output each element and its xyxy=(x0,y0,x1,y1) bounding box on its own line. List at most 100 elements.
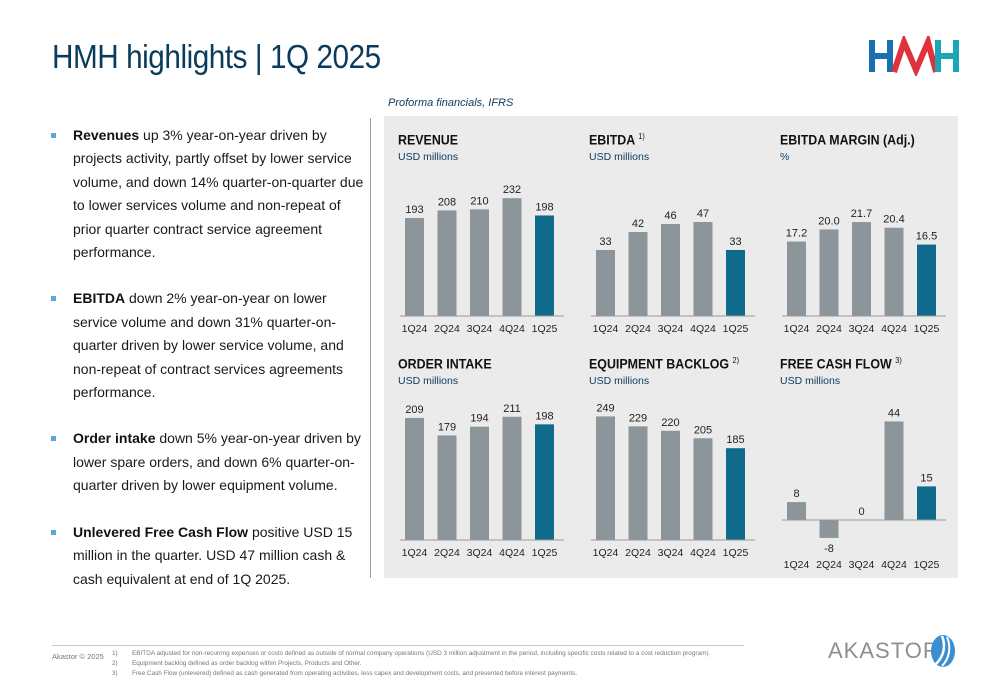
bar-2q24 xyxy=(819,229,839,316)
footnotes: 1) EBITDA adjusted for non-recurring expe… xyxy=(112,649,710,679)
bar-2q24 xyxy=(437,210,457,316)
data-label: 0 xyxy=(858,506,864,518)
tick-label: 4Q24 xyxy=(690,547,716,559)
bullet-free-cash-flow: Unlevered Free Cash Flow positive USD 15… xyxy=(48,521,368,591)
bullet-text: positive USD 15 million in the quarter. … xyxy=(73,523,353,587)
tick-label: 4Q24 xyxy=(499,547,525,559)
bar-3q24 xyxy=(852,222,871,316)
data-label: 185 xyxy=(726,434,744,446)
data-label: 193 xyxy=(405,204,423,216)
data-label: 20.4 xyxy=(883,214,904,226)
data-label: 42 xyxy=(632,218,644,230)
data-label: 220 xyxy=(661,417,679,429)
bar-1q24 xyxy=(787,502,806,520)
chart-title: REVENUE xyxy=(398,132,459,148)
bar-1q24 xyxy=(596,250,615,316)
data-label: 211 xyxy=(503,403,521,415)
footnote: 3) Free Cash Flow (unlevered) defined as … xyxy=(112,670,578,677)
chart-plot: 249 1Q24 229 2Q24 220 3Q24 205 4Q24 185 1Q25 xyxy=(591,402,755,559)
footnote: 2) Equipment backlog defined as order bac… xyxy=(112,660,362,667)
data-label: 194 xyxy=(470,413,488,425)
bullet-lead: Revenues xyxy=(73,127,140,143)
data-label: 15 xyxy=(920,472,932,484)
chart-unit: USD millions xyxy=(780,375,841,387)
tick-label: 3Q24 xyxy=(849,559,875,571)
bullet-lead: Unlevered Free Cash Flow xyxy=(73,523,249,540)
footer-divider xyxy=(52,645,744,646)
akastor-mark-icon xyxy=(931,635,955,667)
bar-3q24 xyxy=(470,426,489,540)
chart-unit: USD millions xyxy=(589,151,650,163)
data-label: 44 xyxy=(888,407,900,419)
bar-1q25 xyxy=(535,424,554,540)
data-label: -8 xyxy=(824,543,834,555)
highlights-list: Revenues up 3% year-on-year driven by pr… xyxy=(48,124,368,614)
page-title: HMH highlights | 1Q 2025 xyxy=(52,38,381,75)
bar-4q24 xyxy=(884,227,904,316)
chart-plot: 193 1Q24 208 2Q24 210 3Q24 232 4Q24 198 1Q25 xyxy=(400,184,564,335)
tick-label: 1Q24 xyxy=(784,323,810,335)
bullet-marker xyxy=(51,436,56,442)
tick-label: 1Q25 xyxy=(914,559,940,571)
data-label: 205 xyxy=(694,424,712,436)
tick-label: 1Q24 xyxy=(593,547,619,559)
tick-label: 3Q24 xyxy=(658,323,684,335)
bar-1q24 xyxy=(405,218,424,316)
tick-label: 2Q24 xyxy=(434,547,460,559)
tick-label: 4Q24 xyxy=(499,323,525,335)
bullet-text: down 2% year-on-year on lower service vo… xyxy=(73,290,344,401)
tick-label: 1Q24 xyxy=(593,323,619,335)
bullet-lead: EBITDA xyxy=(73,290,126,307)
tick-label: 4Q24 xyxy=(881,559,907,571)
bar-4q24 xyxy=(502,416,522,540)
bullet-text: down 5% year-on-year driven by lower spa… xyxy=(73,430,361,494)
data-label: 8 xyxy=(793,488,799,500)
data-label: 33 xyxy=(729,236,741,248)
ebitda-margin-chart: EBITDA MARGIN (Adj.) % 17.2 1Q24 20.0 2Q24 2… xyxy=(780,132,950,342)
bar-1q25 xyxy=(535,215,554,316)
bar-3q24 xyxy=(661,224,680,316)
bullet-marker xyxy=(51,529,56,535)
bar-1q24 xyxy=(405,417,424,540)
chart-unit: USD millions xyxy=(398,151,459,163)
chart-title: EBITDA 1) xyxy=(589,132,645,148)
chart-plot: 17.2 1Q24 20.0 2Q24 21.7 3Q24 20.4 4Q24 16.5 1Q25 xyxy=(782,208,946,335)
chart-title: EBITDA MARGIN (Adj.) xyxy=(780,132,915,148)
tick-label: 1Q24 xyxy=(402,547,428,559)
bar-4q24 xyxy=(693,222,713,316)
chart-unit: USD millions xyxy=(589,375,650,387)
bar-1q25 xyxy=(726,250,745,316)
bar-2q24 xyxy=(628,232,648,316)
tick-label: 2Q24 xyxy=(625,547,651,559)
data-label: 20.0 xyxy=(818,215,839,227)
tick-label: 3Q24 xyxy=(849,323,875,335)
akastor-wordmark: AKASTOR xyxy=(828,638,940,663)
bar-2q24 xyxy=(819,520,839,538)
tick-label: 3Q24 xyxy=(658,547,684,559)
chart-plot: 209 1Q24 179 2Q24 194 3Q24 211 4Q24 198 1Q25 xyxy=(400,403,564,559)
footnote: 1) EBITDA adjusted for non-recurring expe… xyxy=(112,650,711,657)
charts-panel: REVENUE USD millions 193 1Q24 208 2Q24 210 3Q… xyxy=(384,116,958,578)
bar-1q24 xyxy=(787,241,806,316)
data-label: 17.2 xyxy=(786,228,807,240)
tick-label: 1Q25 xyxy=(532,323,558,335)
bar-1q24 xyxy=(596,416,615,540)
bar-4q24 xyxy=(693,438,713,540)
chart-plot: 8 1Q24 -8 2Q24 0 3Q24 44 4Q24 15 1Q25 xyxy=(782,407,946,571)
data-label: 198 xyxy=(535,410,553,422)
data-label: 16.5 xyxy=(916,231,937,243)
bar-4q24 xyxy=(502,198,522,316)
chart-title: FREE CASH FLOW 3) xyxy=(780,356,902,372)
bar-3q24 xyxy=(661,430,680,540)
bar-1q25 xyxy=(726,448,745,540)
tick-label: 4Q24 xyxy=(690,323,716,335)
tick-label: 1Q24 xyxy=(784,559,810,571)
data-label: 210 xyxy=(470,195,488,207)
tick-label: 2Q24 xyxy=(816,323,842,335)
tick-label: 1Q25 xyxy=(914,323,940,335)
bar-3q24 xyxy=(470,209,489,316)
bullet-marker xyxy=(51,296,56,302)
revenue-chart: REVENUE USD millions 193 1Q24 208 2Q24 210 3Q… xyxy=(398,132,568,342)
equipment-backlog-chart: EQUIPMENT BACKLOG 2) USD millions 249 1Q2… xyxy=(589,356,759,566)
ebitda-chart: EBITDA 1) USD millions 33 1Q24 42 2Q24 46 3Q2… xyxy=(589,132,759,342)
